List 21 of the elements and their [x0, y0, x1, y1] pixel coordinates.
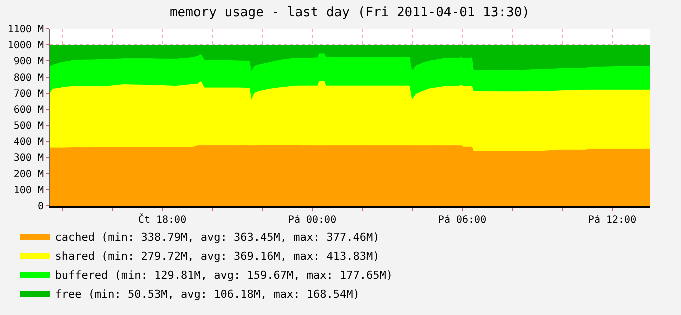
- legend-label: cached (min: 338.79M, avg: 363.45M, max: 377.46M): [55, 230, 380, 244]
- y-tick-label: 1100 M: [8, 24, 44, 36]
- x-tick-label: Pá 00:00: [288, 214, 337, 226]
- y-tick-label: 1000 M: [8, 40, 44, 52]
- y-tick-label: 0: [38, 202, 44, 212]
- y-tick-label: 900 M: [14, 56, 44, 68]
- y-tick-label: 200 M: [14, 169, 44, 180]
- legend-label: free (min: 50.53M, avg: 106.18M, max: 168.54M): [55, 288, 360, 301]
- x-tick-label: Pá 12:00: [588, 214, 637, 226]
- y-tick-label: 600 M: [14, 104, 44, 116]
- y-tick-label: 100 M: [14, 185, 44, 196]
- x-tick-label: Pá 06:00: [438, 214, 487, 226]
- y-tick-label: 800 M: [14, 72, 44, 84]
- legend-label: shared (min: 279.72M, avg: 369.16M, max: 413.83M): [55, 250, 380, 263]
- y-tick-label: 500 M: [14, 121, 44, 132]
- y-tick-label: 700 M: [14, 88, 44, 100]
- x-tick-label: Čt 18:00: [138, 212, 187, 226]
- y-tick-label: 300 M: [14, 153, 44, 164]
- chart-title: memory usage - last day (Fri 2011-04-01 13:30): [170, 6, 530, 21]
- y-tick-label: 400 M: [14, 137, 44, 148]
- legend-label: buffered (min: 129.81M, avg: 159.67M, max: 177.65M): [55, 268, 393, 282]
